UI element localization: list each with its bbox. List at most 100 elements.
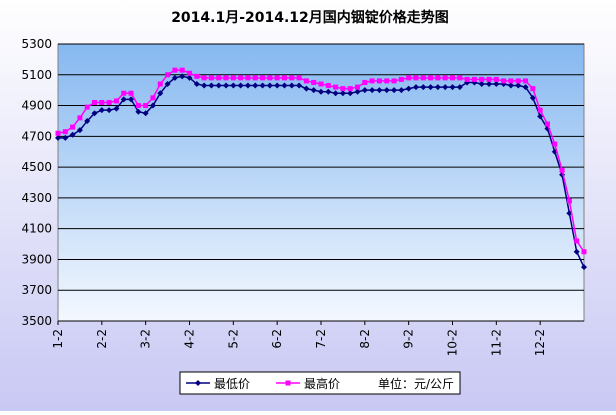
data-point bbox=[376, 78, 382, 84]
chart-title: 2014.1月-2014.12月国内铟锭价格走势图 bbox=[171, 9, 449, 26]
data-point bbox=[237, 82, 244, 89]
data-point bbox=[281, 75, 287, 81]
data-point bbox=[530, 86, 536, 92]
y-tick-label: 4700 bbox=[21, 129, 52, 143]
data-point bbox=[267, 75, 273, 81]
data-point bbox=[420, 84, 427, 91]
data-point bbox=[157, 90, 164, 97]
data-point bbox=[383, 87, 390, 94]
data-point bbox=[332, 90, 339, 97]
data-point bbox=[529, 94, 536, 101]
data-point bbox=[515, 78, 521, 84]
data-point bbox=[266, 82, 273, 89]
data-point bbox=[62, 134, 69, 141]
data-point bbox=[120, 96, 127, 103]
data-point bbox=[201, 82, 208, 89]
x-tick-label: 6-2 bbox=[270, 329, 284, 349]
data-point bbox=[362, 79, 368, 85]
data-point bbox=[106, 99, 112, 105]
data-point bbox=[142, 110, 149, 117]
data-point bbox=[92, 99, 98, 105]
data-point bbox=[215, 82, 222, 89]
data-point bbox=[369, 78, 375, 84]
data-point bbox=[274, 75, 280, 81]
x-tick-label: 2-2 bbox=[95, 329, 109, 349]
data-point bbox=[296, 82, 303, 89]
data-point bbox=[135, 108, 142, 115]
data-point bbox=[412, 84, 419, 91]
x-tick-label: 9-2 bbox=[402, 329, 416, 349]
data-point bbox=[442, 75, 448, 81]
data-point bbox=[216, 75, 222, 81]
data-point bbox=[420, 75, 426, 81]
data-point bbox=[84, 104, 90, 110]
data-point bbox=[252, 82, 259, 89]
data-point bbox=[274, 82, 281, 89]
data-point bbox=[208, 82, 215, 89]
y-tick-label: 4300 bbox=[21, 191, 52, 205]
data-point bbox=[84, 117, 91, 124]
data-point bbox=[347, 86, 353, 92]
y-tick-label: 3900 bbox=[21, 252, 52, 266]
data-point bbox=[486, 76, 492, 82]
y-tick-label: 3700 bbox=[21, 283, 52, 297]
data-point bbox=[493, 81, 500, 88]
x-tick-label: 3-2 bbox=[139, 329, 153, 349]
data-point bbox=[245, 75, 251, 81]
data-point bbox=[150, 95, 156, 101]
data-point bbox=[230, 75, 236, 81]
data-point bbox=[581, 264, 587, 271]
data-point bbox=[311, 79, 317, 85]
data-point bbox=[384, 78, 390, 84]
data-point bbox=[303, 85, 310, 92]
data-point bbox=[361, 87, 368, 94]
data-point bbox=[427, 84, 434, 91]
data-point bbox=[391, 87, 398, 94]
data-point bbox=[355, 84, 361, 90]
data-point bbox=[121, 90, 127, 96]
legend-box bbox=[179, 371, 461, 395]
data-point bbox=[69, 131, 76, 138]
x-tick-label: 12-2 bbox=[533, 329, 547, 356]
data-point bbox=[544, 121, 550, 127]
data-point bbox=[478, 81, 485, 88]
data-point bbox=[296, 75, 302, 81]
data-point bbox=[537, 113, 544, 120]
data-point bbox=[325, 83, 331, 89]
legend-marker bbox=[195, 380, 201, 386]
data-point bbox=[238, 75, 244, 81]
data-point bbox=[479, 76, 485, 82]
data-point bbox=[179, 73, 186, 80]
data-point bbox=[573, 248, 580, 255]
data-point bbox=[515, 82, 522, 89]
data-point bbox=[435, 75, 441, 81]
data-point bbox=[149, 102, 156, 109]
data-point bbox=[574, 238, 580, 244]
data-point bbox=[193, 81, 200, 88]
data-point bbox=[522, 84, 529, 91]
data-point bbox=[501, 78, 507, 84]
data-point bbox=[143, 103, 149, 109]
data-point bbox=[559, 167, 565, 173]
data-point bbox=[456, 84, 463, 91]
data-point bbox=[303, 78, 309, 84]
data-point bbox=[230, 82, 237, 89]
data-point bbox=[164, 81, 171, 88]
data-point bbox=[244, 82, 251, 89]
data-point bbox=[223, 75, 229, 81]
data-point bbox=[537, 107, 543, 113]
data-point bbox=[171, 74, 178, 81]
data-point bbox=[99, 99, 105, 105]
data-point bbox=[523, 78, 529, 84]
data-point bbox=[581, 249, 587, 255]
data-point bbox=[347, 90, 354, 97]
legend-label: 最高价 bbox=[304, 376, 340, 391]
data-point bbox=[398, 87, 405, 94]
data-point bbox=[442, 84, 449, 91]
y-tick-label: 4500 bbox=[21, 160, 52, 174]
data-point bbox=[187, 70, 192, 76]
data-point bbox=[310, 87, 317, 94]
data-point bbox=[391, 78, 397, 84]
legend-label: 最低价 bbox=[214, 377, 250, 391]
